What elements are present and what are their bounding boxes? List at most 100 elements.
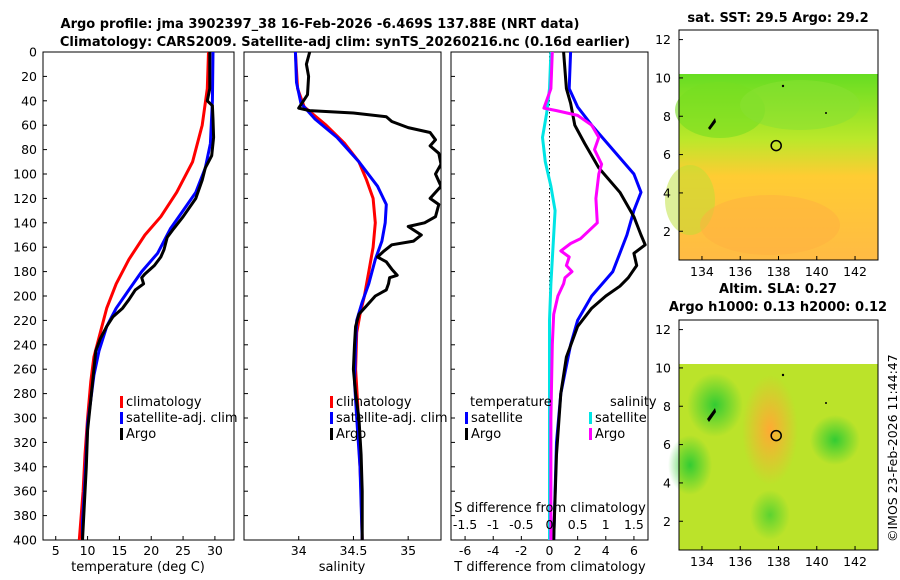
depth-tick-label: 240	[13, 337, 37, 352]
legend-swatch	[330, 428, 333, 440]
salinity-difference-ticks: -1.5 -1 -0.5 0 0.5 1 1.5	[453, 517, 644, 532]
x-tick-label: 10	[80, 543, 96, 558]
map-x-tick-label: 136	[728, 264, 752, 279]
top-tick-label: 1	[602, 517, 610, 532]
sst-map-panel: sat. SST: 29.5 Argo: 29.2 134 136 138 140 14…	[655, 11, 879, 279]
salinity-depth-tickmarks	[244, 51, 248, 541]
x-tick-label: 6	[630, 543, 638, 558]
x-tick-label: 15	[111, 543, 127, 558]
difference-x-ticks: -6 -4 -2 0 2 4 6	[459, 536, 638, 558]
legend-title: salinity	[610, 395, 657, 410]
sla-low-patch	[668, 435, 712, 495]
legend-title: temperature	[470, 395, 552, 410]
map-x-tick-label: 142	[843, 554, 867, 569]
sst-cool-patch	[740, 80, 860, 130]
map-y-tick-label: 6	[663, 147, 671, 162]
top-tick-label: 0.5	[568, 517, 588, 532]
depth-tick-label: 220	[13, 313, 37, 328]
sst-cool-patch	[675, 82, 765, 138]
depth-tick-label: 120	[13, 191, 37, 206]
sla-map-ticks: 134 136 138 140 142 2 4 6 8 10 12	[655, 322, 867, 569]
map-y-tick-label: 2	[663, 514, 671, 529]
sla-low-patch	[687, 373, 743, 437]
depth-tick-label: 20	[21, 69, 37, 84]
series-line	[552, 52, 647, 540]
depth-tick-label: 100	[13, 167, 37, 182]
map-y-tick-label: 8	[663, 399, 671, 414]
legend-swatch	[589, 428, 592, 440]
top-tick-label: 0	[546, 517, 554, 532]
x-tick-label: 30	[207, 543, 223, 558]
legend-label: satellite-adj. clim	[126, 411, 238, 426]
legend-label: Argo	[336, 427, 366, 442]
map-x-tick-label: 140	[805, 264, 829, 279]
series-line	[297, 52, 441, 540]
depth-tick-label: 320	[13, 435, 37, 450]
x-tick-label: 4	[602, 543, 610, 558]
sla-map-title-line1: Altim. SLA: 0.27	[719, 282, 837, 297]
island-icon	[781, 84, 785, 88]
legend-swatch	[330, 396, 333, 408]
depth-tick-label: 160	[13, 240, 37, 255]
difference-depth-tickmarks	[451, 51, 455, 541]
land-icon	[707, 408, 716, 422]
legend-label: satellite	[595, 411, 647, 426]
imos-watermark: ©IMOS 23-Feb-2026 11:44:47	[885, 354, 900, 542]
sla-low-patch	[810, 415, 860, 465]
depth-tick-label: 360	[13, 484, 37, 499]
argo-location-marker	[770, 139, 782, 152]
depth-tick-label: 300	[13, 411, 37, 426]
legend-label: satellite	[471, 411, 523, 426]
map-x-tick-label: 134	[690, 264, 714, 279]
legend-swatch	[120, 428, 123, 440]
x-tick-label: 25	[175, 543, 191, 558]
sla-high-patch	[742, 375, 798, 485]
depth-ticks: 0 20 40 60 80 100 120 140 160 180 200 220 240 260 280 3…	[13, 45, 47, 548]
map-y-tick-label: 4	[663, 185, 671, 200]
depth-tick-label: 200	[13, 289, 37, 304]
difference-panel: -6 -4 -2 0 2 4 6 temperature salinitysatelliteA…	[450, 51, 657, 575]
series-line	[542, 52, 604, 540]
sla-low-patch	[750, 490, 790, 540]
legend-swatch	[589, 412, 592, 424]
x-tick-label: 0	[546, 543, 554, 558]
land-icon	[708, 118, 716, 130]
map-x-tick-label: 136	[728, 554, 752, 569]
island-icon	[825, 112, 827, 114]
legend-swatch	[330, 412, 333, 424]
depth-tick-label: 60	[21, 118, 37, 133]
series-line	[541, 52, 557, 540]
depth-tick-label: 0	[29, 45, 37, 60]
map-y-tick-label: 10	[655, 360, 671, 375]
depth-tick-label: 180	[13, 264, 37, 279]
x-tick-label: 20	[143, 543, 159, 558]
difference-xlabel: T difference from climatology	[453, 560, 646, 575]
salinity-xlabel: salinity	[319, 560, 366, 575]
figure-title-line2: Climatology: CARS2009. Satellite-adj cli…	[60, 35, 630, 50]
legend-label: Argo	[471, 427, 501, 442]
depth-tick-label: 380	[13, 508, 37, 523]
temperature-panel: 0 20 40 60 80 100 120 140 160 180 200 220 240 260 280 3…	[13, 45, 237, 576]
temperature-xlabel: temperature (deg C)	[71, 560, 205, 575]
depth-tick-label: 400	[13, 533, 37, 548]
legend-swatch	[120, 412, 123, 424]
legend-swatch	[120, 396, 123, 408]
map-y-tick-label: 2	[663, 224, 671, 239]
legend-swatch	[465, 428, 468, 440]
x-tick-label: 35	[400, 543, 416, 558]
legend-label: climatology	[336, 395, 412, 410]
map-y-tick-label: 4	[663, 475, 671, 490]
x-tick-label: -6	[459, 543, 472, 558]
argo-location-marker	[770, 429, 782, 442]
temperature-x-ticks: 5 10 15 20 25 30	[52, 536, 223, 558]
map-y-tick-label: 10	[655, 70, 671, 85]
series-line	[81, 52, 216, 540]
legend-label: Argo	[126, 427, 156, 442]
sla-field	[668, 364, 878, 550]
map-x-tick-label: 140	[805, 554, 829, 569]
salinity-axes	[243, 51, 442, 541]
